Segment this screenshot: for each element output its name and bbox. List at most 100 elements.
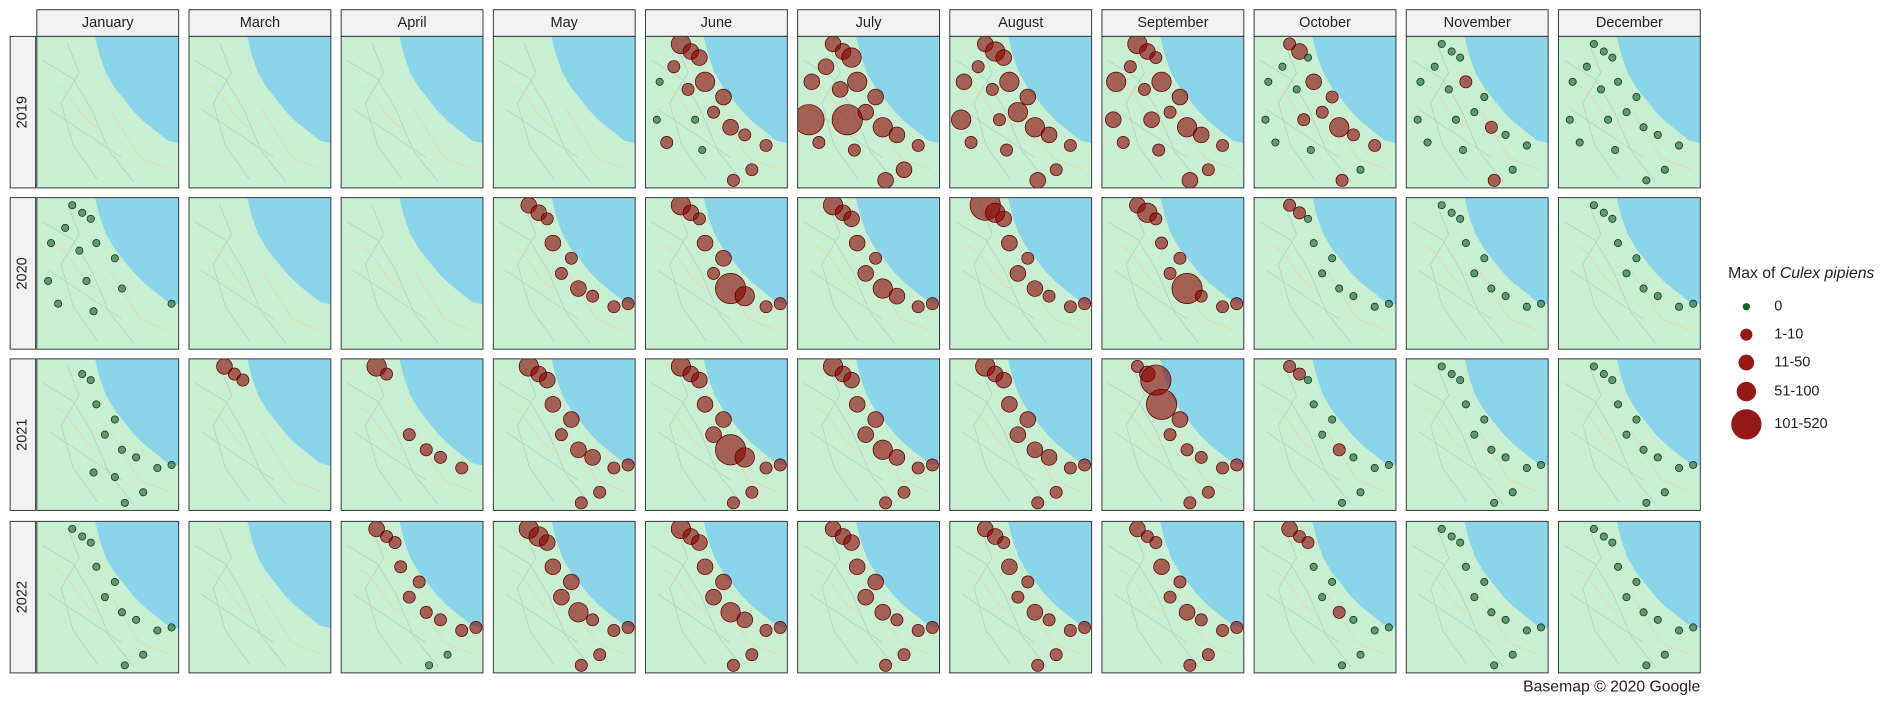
site-bubble [911, 624, 925, 637]
site-bubble [707, 266, 720, 280]
site-bubble [841, 47, 862, 68]
site-bubble [1116, 136, 1130, 149]
site-bubble [1356, 488, 1365, 497]
map-panel [493, 197, 636, 350]
site-bubble [995, 210, 1012, 228]
site-bubble [1522, 463, 1531, 473]
basemap [341, 197, 484, 350]
site-bubble [75, 246, 84, 255]
site-bubble [1370, 463, 1379, 473]
site-bubble [759, 139, 773, 152]
panel-frame [1405, 520, 1549, 674]
site-bubble [586, 289, 600, 303]
row-strip [9, 197, 37, 350]
site-bubble [1349, 453, 1358, 462]
site-bubble [1301, 536, 1315, 549]
site-bubble [1049, 648, 1063, 662]
column-label: January [82, 15, 134, 31]
site-bubble [117, 608, 126, 617]
site-bubble [1230, 297, 1244, 311]
site-bubble [1356, 165, 1365, 174]
column-label: November [1444, 15, 1511, 31]
site-bubble [92, 562, 101, 571]
panel-frame [644, 358, 788, 511]
site-bubble [1009, 265, 1027, 282]
column-strip [797, 9, 940, 37]
site-bubble [1152, 143, 1166, 157]
site-bubble [110, 415, 119, 424]
site-bubble [995, 49, 1012, 66]
site-bubble [1447, 532, 1456, 541]
site-bubble [1490, 498, 1499, 507]
column-strip [36, 9, 180, 37]
site-bubble [621, 621, 635, 634]
site-bubble [1146, 388, 1178, 420]
site-bubble [848, 396, 866, 413]
site-bubble [696, 558, 714, 576]
site-bubble [1105, 111, 1122, 128]
site-bubble [86, 538, 95, 547]
site-bubble [1283, 198, 1296, 212]
column-strip [1405, 9, 1549, 37]
site-bubble [911, 300, 925, 314]
site-bubble [412, 575, 426, 589]
panel-frame [1101, 520, 1245, 674]
site-bubble [167, 460, 176, 469]
site-bubble [1675, 626, 1684, 635]
site-bubble [812, 136, 826, 149]
site-bubble [1042, 289, 1056, 303]
site-bubble [1130, 360, 1144, 373]
site-bubble [1356, 650, 1365, 659]
site-bubble [44, 276, 53, 285]
map-panel [645, 36, 788, 188]
site-bubble [715, 411, 732, 428]
map-panel [1254, 197, 1396, 350]
site-bubble [132, 615, 141, 624]
site-bubble [1461, 239, 1470, 248]
site-bubble [705, 588, 722, 606]
site-bubble [1201, 163, 1215, 177]
site-bubble [1021, 251, 1035, 265]
site-bubble [1480, 415, 1489, 424]
map-panel [36, 197, 179, 350]
site-bubble [1459, 146, 1468, 155]
site-bubble [1325, 90, 1339, 104]
site-bubble [593, 485, 607, 499]
site-bubble [167, 623, 176, 632]
site-bubble [1599, 47, 1608, 56]
site-bubble [563, 411, 580, 428]
map-panel [1406, 36, 1549, 188]
site-bubble [1447, 47, 1456, 56]
site-bubble [538, 534, 556, 551]
site-bubble [1009, 426, 1027, 443]
panel-frame [492, 35, 636, 189]
map-panel [36, 36, 179, 188]
site-bubble [1622, 430, 1631, 439]
site-bubble [720, 602, 741, 623]
site-bubble [1622, 108, 1631, 117]
site-bubble [563, 573, 580, 591]
site-bubble [538, 371, 556, 389]
site-bubble [1332, 605, 1346, 619]
row-label: 2022 [15, 581, 31, 613]
site-bubble [1456, 538, 1465, 547]
site-bubble [734, 286, 755, 307]
site-bubble [1129, 521, 1146, 538]
map-panel [188, 358, 331, 511]
site-bubble [1470, 593, 1479, 602]
map-panel [1558, 358, 1701, 511]
site-bubble [1632, 254, 1641, 263]
site-bubble [1230, 458, 1244, 472]
site-bubble [1194, 289, 1208, 303]
site-bubble [1575, 138, 1584, 147]
map-panel [188, 36, 331, 188]
basemap [188, 521, 331, 673]
site-bubble [1589, 39, 1598, 48]
site-bubble [995, 371, 1012, 389]
site-bubble [1042, 613, 1056, 627]
site-bubble [1297, 113, 1311, 127]
site-bubble [1309, 562, 1318, 571]
site-bubble [1183, 658, 1197, 672]
panel-frame [36, 520, 180, 674]
